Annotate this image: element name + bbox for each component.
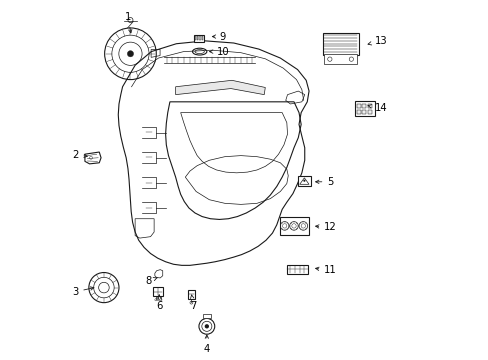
Text: 9: 9 — [212, 32, 226, 41]
FancyBboxPatch shape — [356, 110, 360, 114]
FancyBboxPatch shape — [202, 314, 211, 319]
Text: 14: 14 — [367, 103, 386, 113]
Text: 6: 6 — [156, 295, 162, 311]
Text: 12: 12 — [315, 222, 336, 232]
FancyBboxPatch shape — [297, 176, 310, 186]
FancyBboxPatch shape — [153, 287, 163, 296]
FancyBboxPatch shape — [202, 36, 203, 40]
FancyBboxPatch shape — [199, 36, 201, 40]
FancyBboxPatch shape — [286, 265, 307, 274]
Circle shape — [303, 180, 305, 182]
FancyBboxPatch shape — [187, 290, 195, 299]
FancyBboxPatch shape — [197, 36, 198, 40]
FancyBboxPatch shape — [193, 35, 204, 41]
Circle shape — [204, 324, 208, 328]
FancyBboxPatch shape — [367, 104, 371, 108]
FancyBboxPatch shape — [354, 101, 374, 116]
Text: 8: 8 — [145, 276, 157, 286]
FancyBboxPatch shape — [367, 110, 371, 114]
Text: 13: 13 — [367, 36, 386, 46]
Text: 1: 1 — [124, 12, 132, 33]
FancyBboxPatch shape — [324, 54, 356, 64]
Text: 4: 4 — [203, 335, 209, 354]
FancyBboxPatch shape — [322, 33, 358, 55]
Text: 7: 7 — [190, 295, 196, 311]
Circle shape — [127, 51, 133, 57]
FancyBboxPatch shape — [356, 104, 360, 108]
Text: 10: 10 — [209, 46, 229, 57]
Text: 11: 11 — [315, 265, 336, 275]
Text: 2: 2 — [72, 150, 87, 160]
FancyBboxPatch shape — [362, 104, 366, 108]
Text: 5: 5 — [315, 177, 333, 187]
FancyBboxPatch shape — [194, 36, 196, 40]
FancyBboxPatch shape — [279, 217, 308, 234]
Text: 3: 3 — [72, 287, 94, 297]
Polygon shape — [175, 80, 265, 95]
FancyBboxPatch shape — [362, 110, 366, 114]
